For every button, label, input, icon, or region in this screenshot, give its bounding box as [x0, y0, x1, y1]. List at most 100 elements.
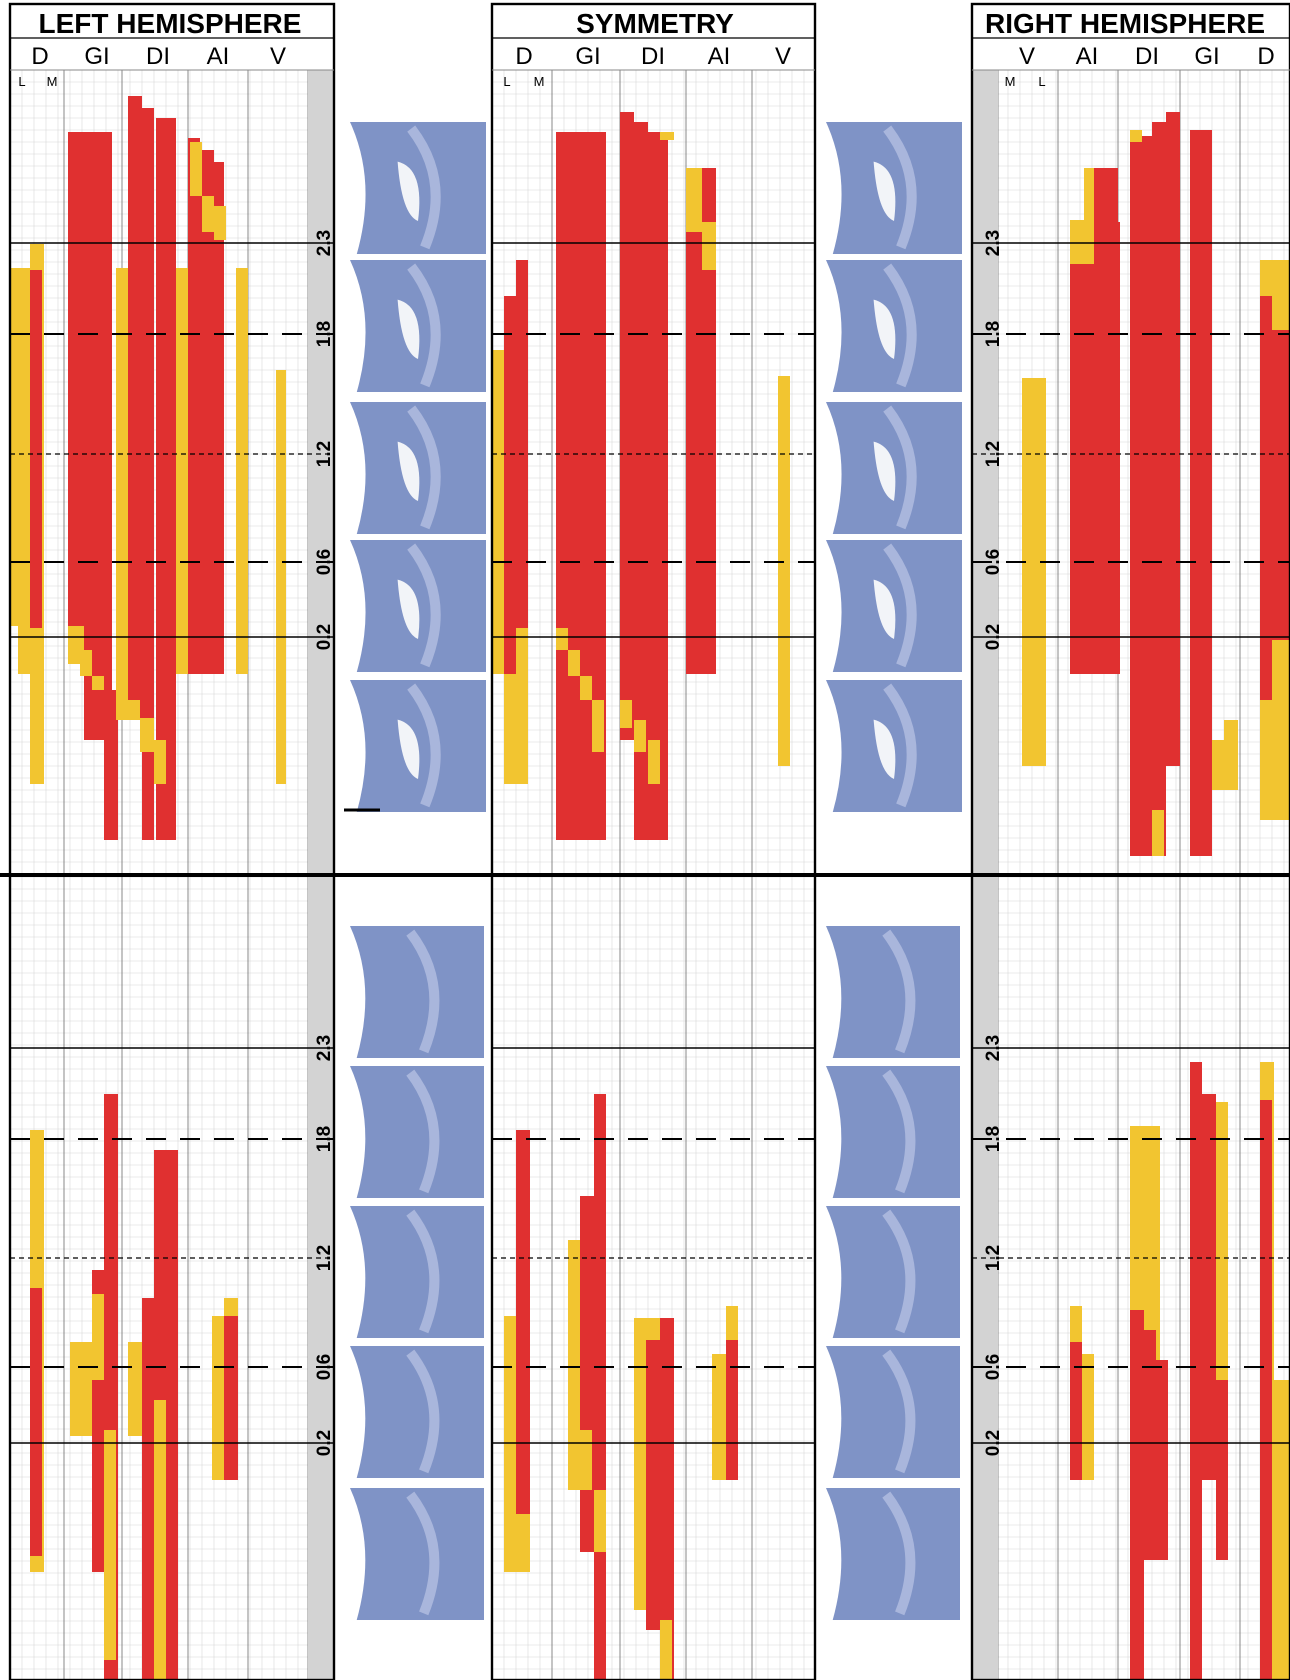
yellow-bar — [556, 628, 568, 650]
yellow-bar — [504, 1316, 518, 1572]
yellow-bar — [568, 1240, 580, 1490]
yellow-bar — [154, 1400, 166, 1680]
tick-label-left-bottom-2-3: 2.3 — [314, 1035, 335, 1061]
brain-section-icon — [350, 540, 486, 672]
tick-label-left-top-0-6: 0.6 — [314, 549, 335, 575]
col-label-right-d: D — [1257, 43, 1274, 70]
red-bar — [1216, 1380, 1228, 1560]
yellow-bar — [224, 1298, 238, 1316]
red-bar — [1130, 1310, 1144, 1680]
red-bar — [504, 296, 518, 674]
yellow-bar — [580, 676, 592, 700]
tick-label-left-bottom-0-6: 0.6 — [314, 1354, 335, 1380]
brain-section-icon — [350, 1066, 484, 1198]
yellow-bar — [646, 1318, 660, 1340]
yellow-bar — [620, 700, 632, 728]
tick-label-right-top-0-6: 0.6 — [983, 549, 1004, 575]
sublabel-sym-m: M — [534, 74, 545, 89]
brain-section-icon — [826, 1346, 960, 1478]
col-label-sym-gi: GI — [575, 43, 600, 70]
red-bar — [1272, 330, 1290, 674]
tick-label-right-bottom-2-3: 2.3 — [983, 1035, 1004, 1061]
yellow-bar — [686, 168, 702, 232]
brain-section-icon — [826, 1066, 960, 1198]
depth-axis-strip — [308, 70, 334, 873]
panel-title-right: RIGHT HEMISPHERE — [985, 8, 1265, 39]
red-bar — [1094, 168, 1118, 674]
yellow-bar — [634, 1318, 648, 1610]
yellow-bar — [276, 370, 286, 784]
tick-label-left-bottom-1-8: 1.8 — [314, 1126, 335, 1152]
tick-label-left-top-1-8: 1.8 — [314, 321, 335, 347]
yellow-bar — [1022, 680, 1034, 766]
red-bar — [142, 1298, 154, 1680]
red-bar — [648, 132, 668, 840]
red-bar — [84, 132, 112, 740]
tick-label-left-bottom-0-2: 0.2 — [314, 1430, 335, 1456]
red-bar — [1190, 130, 1212, 856]
panel-title-symmetry: SYMMETRY — [576, 8, 734, 39]
yellow-bar — [70, 1342, 92, 1436]
red-bar — [516, 260, 528, 628]
red-bar — [1070, 1342, 1082, 1480]
yellow-bar — [1272, 640, 1290, 674]
red-bar — [166, 1150, 178, 1680]
depth-axis-strip — [972, 70, 998, 873]
red-bar — [30, 270, 42, 628]
brain-section-icon — [826, 1206, 960, 1338]
brain-section-icon — [826, 122, 962, 254]
red-bar — [104, 690, 118, 840]
brain-section-icon — [350, 402, 486, 534]
yellow-bar — [80, 650, 92, 676]
yellow-bar — [712, 1354, 726, 1480]
tick-label-left-top-1-2: 1.2 — [314, 441, 335, 467]
yellow-bar — [212, 1316, 226, 1480]
col-label-left-ai: AI — [207, 43, 230, 70]
red-bar — [580, 1196, 594, 1552]
red-bar — [156, 118, 176, 840]
red-bar — [702, 270, 716, 674]
red-bar — [620, 112, 634, 740]
brain-section-icon — [826, 260, 962, 392]
tick-label-right-bottom-0-6: 0.6 — [983, 1354, 1004, 1380]
brain-section-icon — [350, 122, 486, 254]
red-bar — [188, 138, 200, 674]
yellow-bar — [190, 142, 202, 196]
yellow-bar — [1082, 1354, 1094, 1480]
brain-section-icon — [350, 1206, 484, 1338]
col-label-right-ai: AI — [1076, 43, 1099, 70]
yellow-bar — [10, 268, 30, 626]
tick-label-right-top-1-2: 1.2 — [983, 441, 1004, 467]
red-bar — [1144, 1330, 1156, 1560]
brain-section-icon — [350, 1346, 484, 1478]
yellow-bar — [1272, 1380, 1290, 1680]
col-label-sym-d: D — [515, 43, 532, 70]
yellow-bar — [702, 222, 716, 270]
red-bar — [594, 1094, 606, 1680]
yellow-bar — [1224, 720, 1238, 790]
yellow-bar — [116, 268, 130, 720]
tick-label-right-top-2-3: 2.3 — [983, 230, 1004, 256]
yellow-bar — [778, 376, 790, 766]
yellow-bar — [660, 1620, 672, 1680]
yellow-bar — [214, 206, 226, 240]
brain-section-icon — [826, 402, 962, 534]
col-label-left-d: D — [31, 43, 48, 70]
red-bar — [646, 1318, 660, 1630]
yellow-bar — [648, 740, 660, 784]
col-label-left-v: V — [270, 43, 286, 70]
red-bar — [1260, 296, 1272, 700]
tick-label-left-bottom-1-2: 1.2 — [314, 1245, 335, 1271]
yellow-bar — [128, 700, 140, 720]
brain-section-icon — [826, 540, 962, 672]
red-bar — [1156, 1360, 1168, 1560]
sublabel-left-m: M — [47, 74, 58, 89]
red-bar — [1260, 1100, 1272, 1680]
yellow-bar — [128, 1342, 144, 1436]
tick-label-right-bottom-0-2: 0.2 — [983, 1430, 1004, 1456]
yellow-bar — [92, 676, 104, 690]
yellow-bar — [580, 1430, 592, 1490]
yellow-bar — [140, 718, 154, 752]
panel-title-left: LEFT HEMISPHERE — [39, 8, 302, 39]
